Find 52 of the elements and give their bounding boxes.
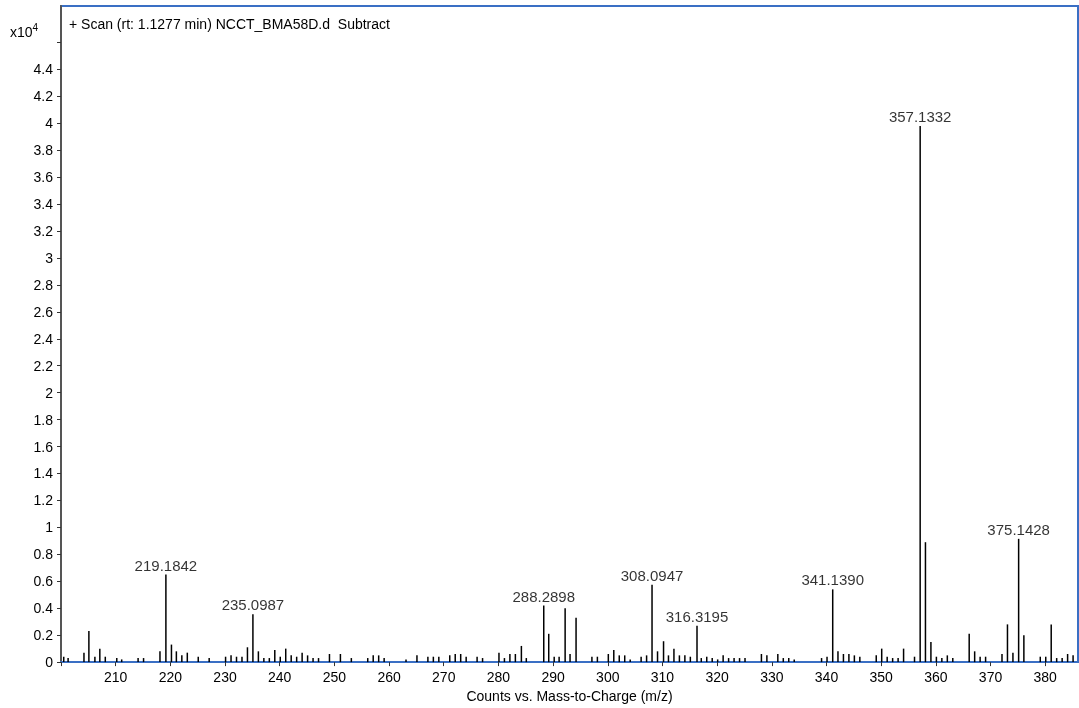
y-tick-label: 3.2 — [33, 222, 54, 239]
y-tick-label: 3.4 — [33, 196, 54, 213]
annotation: 308.0947 — [620, 566, 684, 584]
x-tick-label: 240 — [268, 669, 292, 686]
annotation: 235.0987 — [221, 596, 285, 614]
y-tick-label: 0 — [45, 654, 54, 671]
x-tick-label: 370 — [978, 669, 1003, 686]
x-tick-label: 280 — [486, 669, 511, 686]
annotation: 219.1842 — [134, 556, 198, 574]
y-tick-label: 0.4 — [33, 600, 54, 617]
y-tick-label: 3.8 — [33, 142, 54, 159]
annotation: 288.2898 — [512, 587, 576, 605]
x-tick-label: 290 — [541, 669, 565, 686]
y-tick-label: 1.4 — [33, 465, 54, 482]
y-tick-label: 2 — [45, 384, 54, 401]
y-tick-label: 0.6 — [33, 573, 54, 590]
y-tick-label: 3 — [45, 249, 54, 266]
y-tick-label: 0.8 — [33, 546, 54, 563]
annotation: 375.1428 — [987, 520, 1050, 538]
x-tick-label: 270 — [432, 669, 456, 686]
x-tick-label: 380 — [1033, 669, 1058, 686]
x-axis-title: Counts vs. Mass-to-Charge (m/z) — [466, 688, 673, 704]
x-tick-label: 250 — [322, 669, 347, 686]
x-tick-label: 320 — [705, 669, 730, 686]
x-tick-label: 260 — [377, 669, 401, 686]
x-tick-label: 330 — [760, 669, 784, 686]
y-tick-label: 2.6 — [33, 303, 54, 320]
x-tick-label: 310 — [650, 669, 675, 686]
x-tick-label: 340 — [814, 669, 839, 686]
y-tick-label: 1.6 — [33, 438, 54, 455]
text: + Scan (rt: 1.1277 min) NCCT_BMA58D.d Subtract — [69, 16, 391, 32]
y-tick-label: 3.6 — [33, 169, 54, 186]
annotation: 357.1332 — [888, 107, 952, 125]
annotation: 316.3195 — [665, 607, 729, 625]
y-tick-label: 1.2 — [33, 492, 54, 509]
x-tick-label: 360 — [924, 669, 948, 686]
y-axis-title: x10$^{4}$ — [10, 22, 39, 40]
y-tick-label: 0.2 — [33, 627, 54, 644]
annotation: 341.1390 — [801, 571, 864, 589]
y-tick-label: 1.8 — [33, 411, 54, 428]
y-tick-label: 2.8 — [33, 276, 54, 293]
y-tick-label: 2.4 — [33, 330, 54, 347]
y-tick-label: 1 — [45, 519, 54, 536]
x-tick-label: 350 — [869, 669, 894, 686]
x-tick-label: 300 — [596, 669, 620, 686]
y-tick-label: 4.4 — [33, 61, 54, 78]
x-tick-label: 210 — [104, 669, 128, 686]
y-tick-label: 4 — [45, 115, 54, 132]
x-tick-label: 220 — [158, 669, 183, 686]
y-tick-label: 2.2 — [33, 357, 54, 374]
y-tick-label: 4.2 — [33, 88, 54, 105]
x-tick-label: 230 — [213, 669, 237, 686]
